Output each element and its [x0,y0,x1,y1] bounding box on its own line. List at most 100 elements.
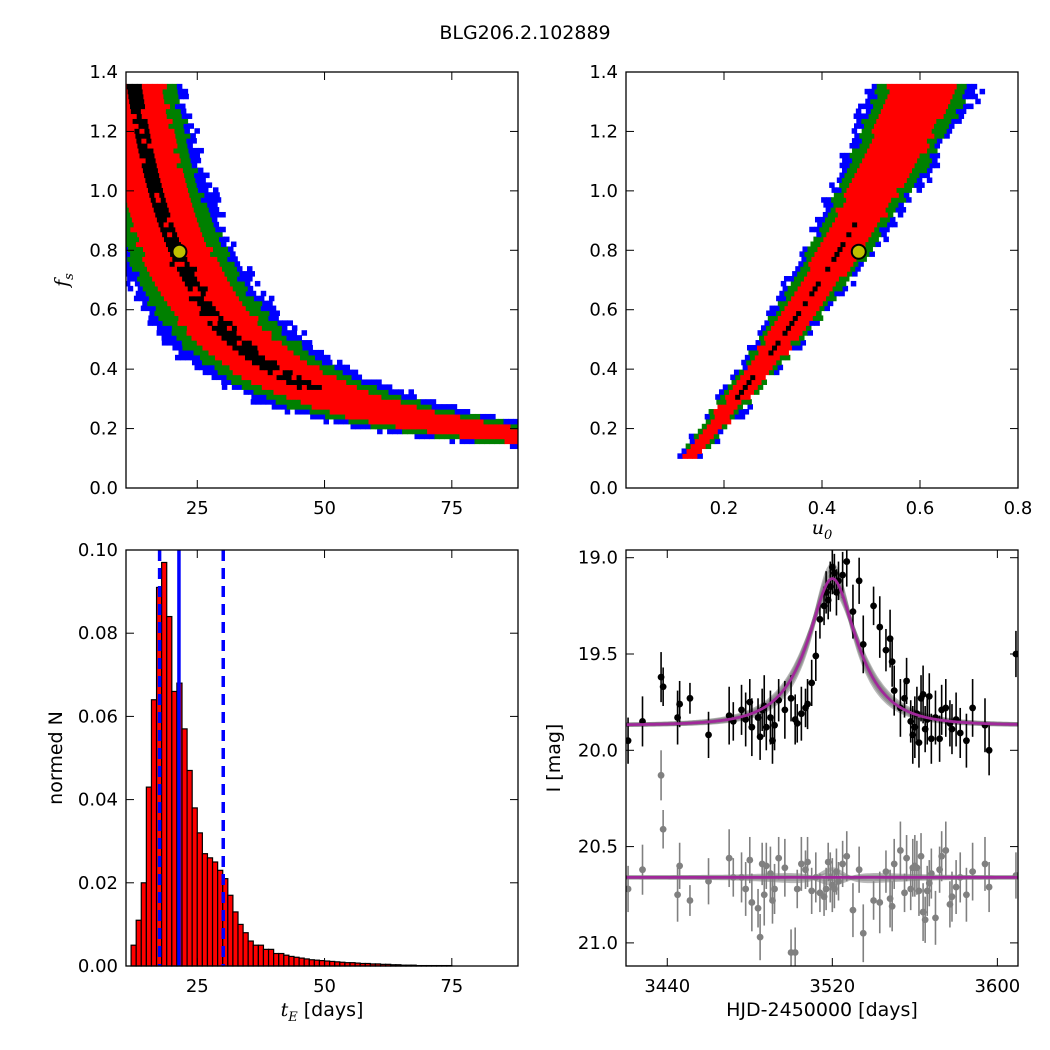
confidence-cell [871,197,877,203]
confidence-cell [182,88,189,95]
confidence-cell [260,290,267,297]
confidence-cell [878,113,885,119]
confidence-cell [281,379,287,385]
data-point [859,640,867,648]
confidence-cell [154,310,160,317]
confidence-cell [630,444,636,450]
confidence-cell [276,359,283,366]
confidence-cell [184,271,190,277]
confidence-cell [331,379,337,385]
confidence-cell [338,389,344,395]
confidence-cell [390,423,397,430]
residual-point [870,897,877,904]
confidence-cell [281,335,288,341]
confidence-cell [179,128,185,134]
confidence-cell [765,453,771,459]
confidence-cell [183,349,189,356]
confidence-cell [241,325,248,331]
confidence-cell [784,354,791,361]
confidence-cell [819,251,825,257]
confidence-cell [180,157,187,164]
confidence-cell [210,251,216,257]
confidence-cell [220,241,227,248]
confidence-cell [782,285,789,292]
confidence-cell [237,300,243,307]
confidence-cell [459,433,465,440]
confidence-cell [163,315,169,321]
confidence-cell [786,344,793,351]
confidence-cell [171,162,178,169]
confidence-cell [743,409,750,415]
confidence-cell [140,211,146,218]
confidence-cell [341,374,348,381]
confidence-cell [271,330,278,336]
confidence-cell [136,113,143,119]
confidence-cell [236,325,243,331]
confidence-cell [207,344,213,351]
confidence-cell [560,439,566,445]
confidence-cell [833,192,840,198]
confidence-cell [127,246,134,252]
confidence-cell [97,143,103,149]
confidence-cell [175,226,181,233]
confidence-cell [221,359,228,366]
confidence-cell [268,389,274,395]
confidence-cell [197,202,203,208]
confidence-cell [426,404,433,410]
confidence-cell [730,444,736,450]
confidence-cell [824,226,830,233]
confidence-cell [161,340,168,346]
confidence-cell [262,344,268,351]
confidence-cell [890,98,896,105]
histogram-bar [247,940,254,967]
confidence-cell [98,168,104,174]
confidence-cell [126,271,130,277]
confidence-cell [219,236,225,243]
confidence-cell [480,413,486,420]
confidence-cell [215,211,221,218]
confidence-cell [425,423,432,430]
confidence-cell [172,285,179,292]
confidence-cell [439,433,445,440]
confidence-cell [393,418,400,425]
confidence-cell [814,290,820,297]
confidence-cell [459,438,466,445]
confidence-cell [203,221,210,228]
confidence-cell [485,413,491,420]
confidence-cell [615,444,621,450]
confidence-cell [94,173,100,179]
confidence-cell [159,236,165,243]
confidence-cell [198,315,204,321]
confidence-cell [202,369,209,376]
confidence-cell [291,384,298,390]
confidence-cell [157,231,163,238]
confidence-cell [866,231,872,238]
confidence-cell [905,453,911,459]
confidence-cell [160,103,166,110]
confidence-cell [283,389,289,395]
confidence-cell [371,394,377,400]
confidence-cell [713,433,720,440]
confidence-cell [128,123,135,129]
confidence-cell [406,404,413,410]
confidence-cell [934,143,940,149]
confidence-cell [113,168,119,174]
confidence-cell [271,340,278,346]
confidence-cell [755,374,761,381]
confidence-cell [715,394,721,400]
confidence-cell [862,147,868,154]
confidence-cell [99,99,105,105]
confidence-cell [852,147,858,154]
confidence-cell [164,280,171,287]
confidence-cell [906,128,913,134]
confidence-cell [784,320,790,326]
confidence-cell [849,162,856,169]
confidence-cell [509,438,516,445]
residual-point [659,825,667,833]
confidence-cell [147,88,154,95]
data-point [948,725,956,733]
confidence-cell [692,453,698,459]
confidence-cell [799,320,805,326]
confidence-cell [619,434,625,440]
confidence-cell [204,236,210,243]
